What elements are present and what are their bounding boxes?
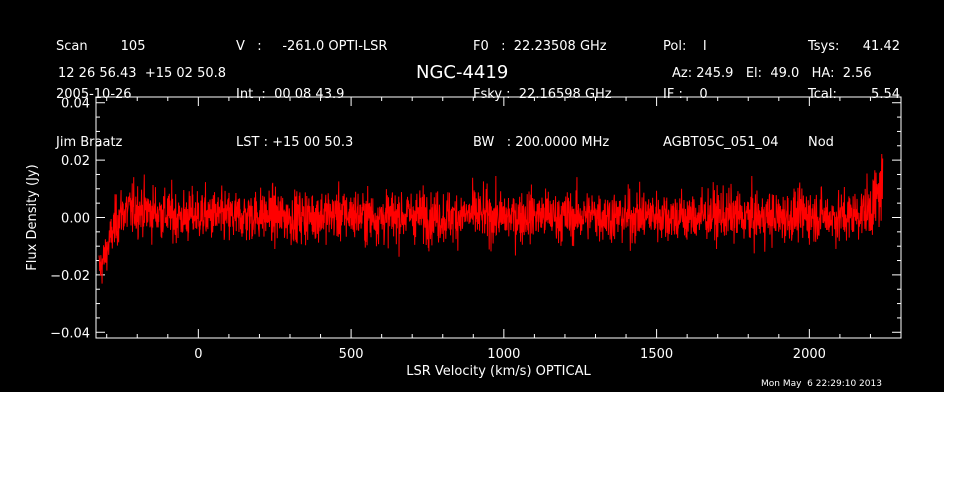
scan-number: Scan 105 <box>56 39 146 54</box>
y-tick-label: −0.04 <box>50 326 90 341</box>
tsys-label: Tsys: <box>808 39 840 54</box>
header-col-tsys-values: 41.42 5.54 <box>858 7 900 135</box>
y-tick-label: 0.04 <box>61 97 90 112</box>
header-col-pol: Pol: I IF : 0 AGBT05C_051_04 <box>663 7 779 183</box>
y-tick-label: −0.02 <box>50 269 90 284</box>
x-tick-label: 1500 <box>640 347 673 362</box>
ticks-layer: 0 500 1000 1500 2000 −0.04 −0.02 0.00 0.02 0.04 <box>50 97 902 362</box>
az-el-ha: Az: 245.9 El: 49.0 HA: 2.56 <box>672 66 872 81</box>
tcal-value: 5.54 <box>871 87 900 102</box>
x-tick-label: 1000 <box>487 347 520 362</box>
header-col-scan: Scan 105 2005-10-26 Jim Braatz <box>56 7 145 183</box>
polarization: Pol: I <box>663 39 707 54</box>
trace-layer <box>98 153 884 284</box>
header-col-velocity: V : -261.0 OPTI-LSR Int : 00 08 43.9 LST… <box>236 7 387 183</box>
x-tick-label: 2000 <box>793 347 826 362</box>
velocity-value: V : -261.0 OPTI-LSR <box>236 39 388 54</box>
observation-date: 2005-10-26 <box>56 87 132 102</box>
y-tick-label: 0.00 <box>61 212 90 227</box>
project-id: AGBT05C_051_04 <box>663 135 779 150</box>
plot-timestamp: Mon May 6 22:29:10 2013 <box>761 379 882 389</box>
rest-frequency: F0 : 22.23508 GHz <box>473 39 607 54</box>
x-tick-label: 500 <box>339 347 364 362</box>
procedure-label: Nod <box>808 135 834 150</box>
observer-name: Jim Braatz <box>56 135 123 150</box>
integration-time: Int : 00 08 43.9 <box>236 87 345 102</box>
x-tick-label: 0 <box>194 347 202 362</box>
tcal-label: Tcal: <box>808 87 837 102</box>
spectrum-trace <box>98 153 884 284</box>
object-name: NGC-4419 <box>416 62 509 83</box>
y-axis-title: Flux Density (Jy) <box>25 164 40 270</box>
lst-value: LST : +15 00 50.3 <box>236 135 354 150</box>
x-axis-title: LSR Velocity (km/s) OPTICAL <box>406 364 591 379</box>
bandwidth: BW : 200.0000 MHz <box>473 135 610 150</box>
plot-panel: Scan 105 2005-10-26 Jim Braatz V : -261.… <box>0 0 944 392</box>
if-number: IF : 0 <box>663 87 708 102</box>
source-coordinates: 12 26 56.43 +15 02 50.8 <box>58 66 227 81</box>
spectrum-chart: 0 500 1000 1500 2000 −0.04 −0.02 0.00 0.02 0.04 L… <box>25 96 902 379</box>
y-tick-label: 0.02 <box>61 154 90 169</box>
tsys-value: 41.42 <box>862 39 900 54</box>
header-col-tsys-labels: Tsys: Tcal: Nod <box>808 7 839 183</box>
